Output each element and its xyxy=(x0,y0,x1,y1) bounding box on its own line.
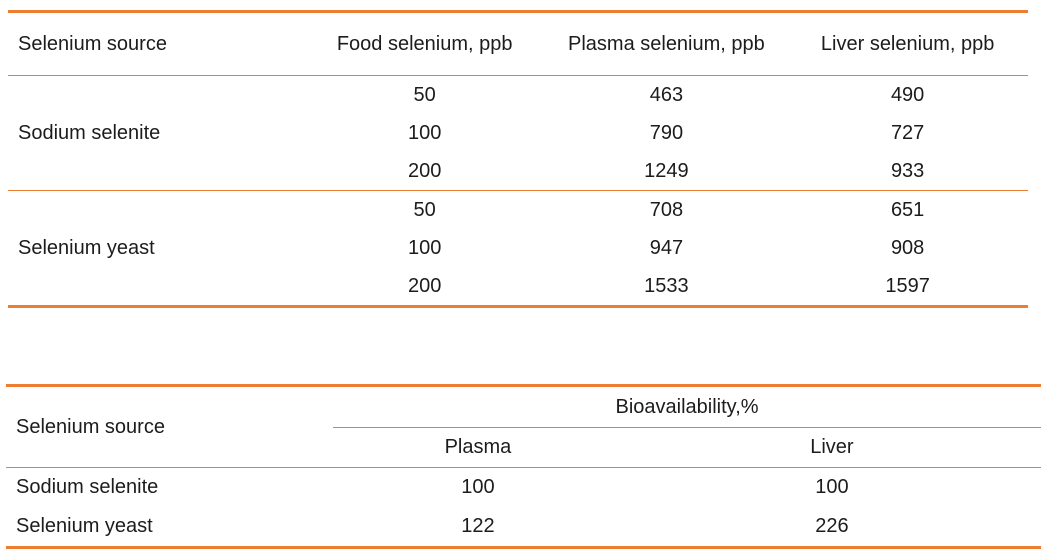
table-subheader-row: Plasma Liver xyxy=(6,427,1041,468)
table-row: 200 1533 1597 xyxy=(8,267,1028,307)
cell-source-label: Selenium yeast xyxy=(16,515,153,537)
table-row: Sodium selenite 100 100 xyxy=(6,468,1041,508)
column-header-plasma-selenium: Plasma selenium, ppb xyxy=(545,11,788,76)
table-row: Selenium yeast 122 226 xyxy=(6,507,1041,548)
cell-liver-value: 933 xyxy=(890,159,925,182)
table-header-row: Selenium source Food selenium, ppb Plasm… xyxy=(8,11,1028,76)
cell-liver-value: 651 xyxy=(890,198,925,221)
table-row: 200 1249 933 xyxy=(8,152,1028,191)
column-header-selenium-source: Selenium source xyxy=(8,11,304,76)
cell-food-value: 100 xyxy=(407,236,442,259)
bioavailability-table: Selenium source Bioavailability,% Plasma… xyxy=(6,384,1041,549)
cell-plasma-value: 463 xyxy=(649,83,684,106)
cell-plasma-value: 1533 xyxy=(644,274,689,297)
column-header-bioavailability: Bioavailability,% xyxy=(333,385,1041,428)
group-selenium-yeast: Selenium yeast 50 708 651 100 947 908 20… xyxy=(8,190,1028,307)
cell-liver-value: 490 xyxy=(890,83,925,106)
table-header-row: Selenium source Bioavailability,% xyxy=(6,385,1041,468)
cell-food-value: 50 xyxy=(413,198,436,221)
cell-plasma-bioavailability: 122 xyxy=(461,515,495,537)
cell-food-value: 200 xyxy=(407,274,442,297)
cell-source-label: Sodium selenite xyxy=(18,121,161,144)
column-header-selenium-source: Selenium source xyxy=(6,385,334,468)
cell-liver-value: 908 xyxy=(890,236,925,259)
column-header-liver-selenium: Liver selenium, ppb xyxy=(787,11,1028,76)
cell-food-value: 50 xyxy=(413,83,436,106)
column-header-plasma: Plasma xyxy=(333,427,623,468)
cell-liver-value: 1597 xyxy=(885,274,930,297)
cell-plasma-value: 708 xyxy=(649,198,684,221)
column-header-liver: Liver xyxy=(622,427,1041,468)
table-row: 100 947 908 xyxy=(8,229,1028,267)
cell-food-value: 200 xyxy=(407,159,442,182)
cell-food-value: 100 xyxy=(407,121,442,144)
cell-plasma-value: 947 xyxy=(649,236,684,259)
cell-liver-bioavailability: 100 xyxy=(815,476,849,498)
table-row: Selenium yeast 50 708 651 xyxy=(8,191,1028,259)
cell-liver-value: 727 xyxy=(890,121,925,144)
table-row: Sodium selenite 50 463 490 xyxy=(8,76,1028,144)
cell-plasma-value: 790 xyxy=(649,121,684,144)
cell-source-label: Selenium yeast xyxy=(18,236,155,259)
cell-liver-bioavailability: 226 xyxy=(815,515,849,537)
selenium-levels-table: Selenium source Food selenium, ppb Plasm… xyxy=(8,10,1028,308)
column-header-food-selenium: Food selenium, ppb xyxy=(303,11,546,76)
cell-source-label: Sodium selenite xyxy=(16,476,159,498)
cell-plasma-bioavailability: 100 xyxy=(461,476,495,498)
table-row: 100 790 727 xyxy=(8,114,1028,152)
group-sodium-selenite: Sodium selenite 50 463 490 100 790 727 2… xyxy=(8,76,1028,191)
cell-plasma-value: 1249 xyxy=(644,159,689,182)
